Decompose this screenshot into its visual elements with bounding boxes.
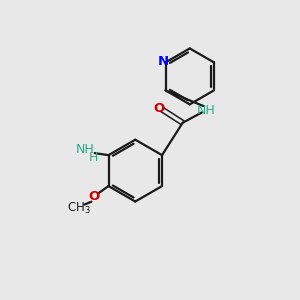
Text: H: H [89, 151, 98, 164]
Text: CH$_3$: CH$_3$ [67, 201, 91, 216]
Text: O: O [89, 190, 100, 203]
Text: N: N [158, 55, 169, 68]
Text: NH: NH [197, 104, 216, 118]
Text: NH: NH [76, 143, 94, 156]
Text: O: O [153, 101, 164, 115]
